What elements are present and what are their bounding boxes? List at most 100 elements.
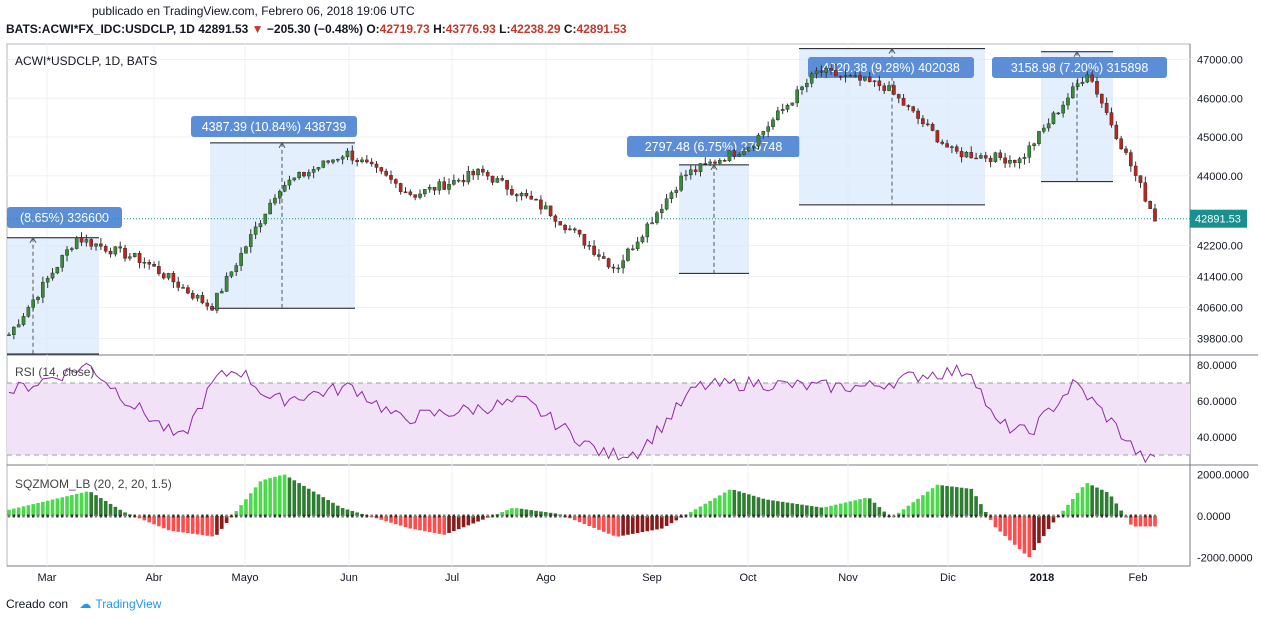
sqz-bar [16, 507, 21, 516]
sqz-bar [688, 512, 693, 516]
sqz-dot [191, 514, 194, 518]
candle-body [809, 73, 814, 84]
sqz-dot [912, 514, 915, 518]
sqz-bar [814, 506, 819, 516]
sqz-dot [568, 514, 572, 518]
candle-body [756, 134, 761, 147]
candle-body [737, 154, 741, 157]
price-pane-title: ACWI*USDCLP, 1D, BATS [15, 54, 157, 68]
sqz-dot [355, 514, 359, 518]
sqz-bar [795, 503, 799, 516]
sqz-dot [1042, 514, 1045, 518]
sqz-dot [955, 514, 958, 518]
sqz-bar [592, 516, 596, 528]
sqz-bar [548, 512, 553, 516]
sqz-dot [56, 514, 59, 518]
candle-body [761, 131, 766, 136]
sqz-dot [766, 514, 770, 518]
sqz-bar [427, 516, 432, 533]
candle-body [998, 152, 1003, 159]
sqz-bar [645, 516, 650, 532]
sqz-dot [302, 514, 306, 518]
sqz-dot [181, 514, 185, 518]
sqz-dot [733, 514, 736, 518]
high-label: H: [433, 22, 446, 36]
candle-body [394, 179, 398, 184]
candle-body [1119, 138, 1123, 150]
price-tick-label: 44000.00 [1197, 171, 1243, 183]
sqz-bar [713, 498, 717, 516]
sqz-dot [341, 514, 344, 518]
candle-body [848, 75, 853, 77]
sqz-dot [249, 514, 252, 518]
sqz-bar [882, 511, 887, 516]
candle-body [592, 245, 596, 255]
x-tick-label: 2018 [1030, 572, 1054, 584]
candle-body [510, 189, 514, 195]
sqz-bar [161, 516, 166, 529]
candle-body [273, 197, 277, 204]
sqz-dot [974, 514, 978, 518]
sqz-bar [959, 487, 964, 516]
footer: Creado con ☁ TradingView [6, 597, 161, 611]
candle-body [693, 169, 698, 172]
sqz-dot [1144, 514, 1147, 518]
candle-body [882, 85, 887, 91]
sqz-dot [447, 514, 451, 518]
candle-body [505, 179, 509, 190]
symbol-line: BATS:ACWI*FX_IDC:USDCLP, 1D [6, 22, 195, 36]
sqz-bar [998, 516, 1003, 532]
x-tick-label: Ago [536, 572, 556, 584]
candle-body [519, 192, 524, 197]
sqz-dot [239, 514, 243, 518]
candle-body [1153, 208, 1157, 222]
sqz-dot [365, 514, 369, 518]
sqz-dot [346, 514, 349, 518]
sqz-bar [790, 503, 795, 516]
candle-body [601, 256, 606, 259]
sqz-bar [718, 495, 722, 516]
sqz-bar [698, 506, 703, 516]
sqz-bar [326, 499, 330, 516]
sqz-bar [664, 516, 669, 526]
sqz-dot [496, 514, 499, 518]
sqz-bar [224, 516, 229, 523]
sqz-dot [1095, 514, 1099, 518]
sqz-bar [340, 508, 345, 516]
sqz-dot [152, 514, 156, 518]
measure-label-box [808, 57, 974, 78]
candle-body [219, 291, 224, 294]
sqz-dot [1013, 514, 1016, 518]
sqz-bar [751, 495, 756, 516]
candle-body [747, 147, 751, 152]
candle-body [655, 212, 659, 223]
sqz-bar [1080, 487, 1085, 516]
candle-body [713, 161, 717, 164]
candle-body [1124, 148, 1128, 153]
sqz-bar [65, 496, 69, 516]
candle-body [336, 158, 340, 161]
candle-body [1080, 81, 1085, 84]
sqz-dot [283, 514, 286, 518]
sqz-bar [659, 516, 664, 529]
sqz-dot [626, 514, 630, 518]
sqz-dot [539, 514, 543, 518]
sqz-dot [795, 514, 799, 518]
sqz-bar [1095, 487, 1099, 516]
sqz-dot [1090, 514, 1094, 518]
sqz-dot [157, 514, 161, 518]
rsi-tick-label: 40.0000 [1197, 432, 1237, 444]
sqz-bar [210, 516, 214, 537]
sqz-dot [858, 514, 862, 518]
sqz-bar [350, 510, 355, 516]
tradingview-link[interactable]: TradingView [95, 597, 162, 611]
sqz-dot [824, 514, 828, 518]
sqz-dot [916, 514, 920, 518]
sqz-bar [606, 516, 611, 534]
sqz-bar [176, 516, 181, 532]
candle-body [679, 175, 683, 191]
candle-body [331, 159, 335, 163]
sqz-bar [539, 511, 543, 516]
tradingview-logo-icon[interactable]: ☁ [79, 597, 92, 611]
